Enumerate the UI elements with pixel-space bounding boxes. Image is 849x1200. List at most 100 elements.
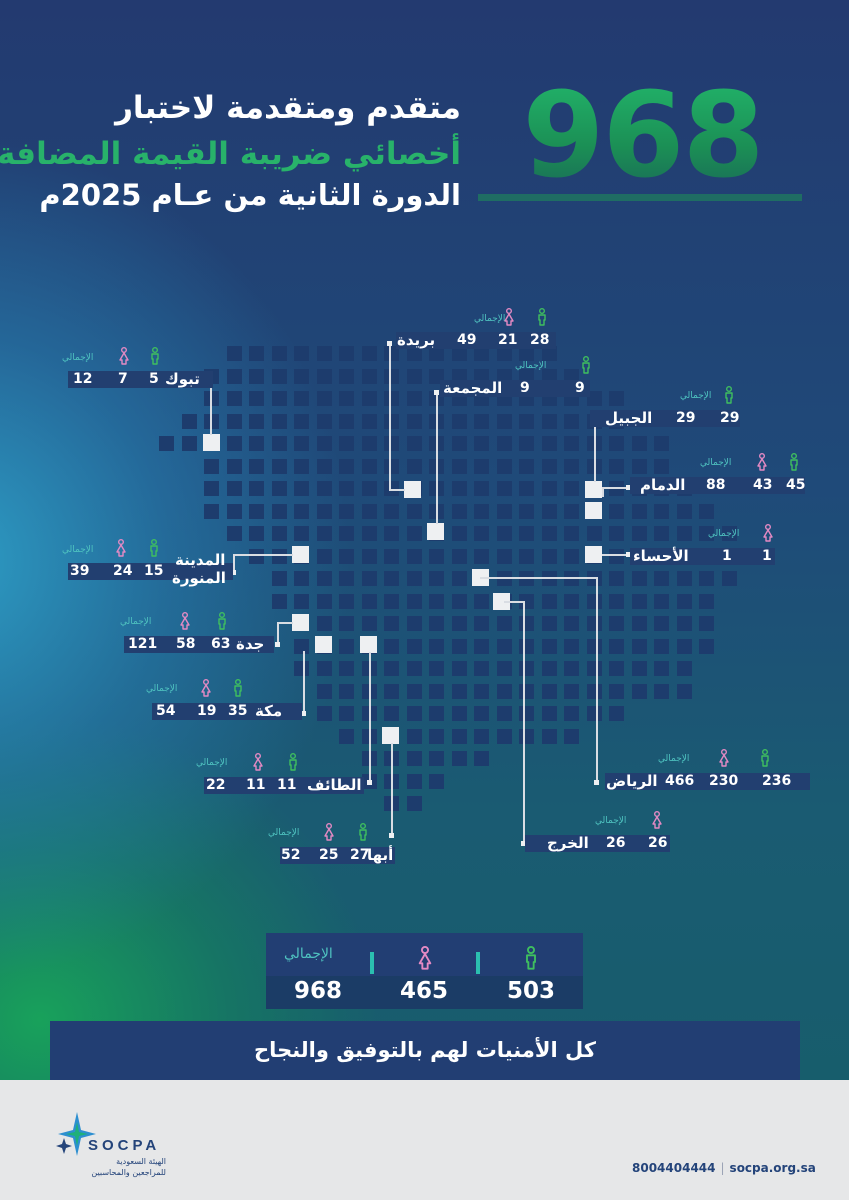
leader-line xyxy=(233,554,235,572)
map-cell xyxy=(384,683,399,699)
map-cell xyxy=(609,661,624,676)
phone-number[interactable]: 8004404444 xyxy=(632,1161,716,1175)
map-cell xyxy=(294,616,309,631)
map-cell xyxy=(406,728,422,744)
total-count: 466 xyxy=(665,773,695,789)
map-cell xyxy=(271,526,287,541)
male-count: 236 xyxy=(762,773,792,789)
map-cell xyxy=(496,413,512,429)
totals-female-value: 465 xyxy=(399,978,448,1004)
map-cell xyxy=(519,526,534,541)
title-line-1: متقدم ومتقدمة لاختبار xyxy=(115,90,461,126)
total-label: الإجمالي xyxy=(658,754,690,764)
city-name: الطائف xyxy=(307,776,362,794)
map-cell xyxy=(429,593,444,609)
city-row-bg xyxy=(590,410,740,427)
map-cell xyxy=(226,503,242,519)
map-cell xyxy=(496,706,512,721)
map-cell xyxy=(609,481,624,496)
map-cell xyxy=(429,616,444,631)
male-count: 35 xyxy=(228,703,248,719)
map-cell xyxy=(406,751,422,766)
female-person-icon xyxy=(418,946,432,970)
map-cell xyxy=(384,616,399,631)
map-cell xyxy=(519,413,534,429)
map-cell xyxy=(339,616,354,631)
map-cell xyxy=(631,571,647,586)
map-cell xyxy=(564,728,579,744)
map-cell xyxy=(541,728,557,744)
city-row-bg xyxy=(280,847,395,864)
map-cell xyxy=(631,458,647,474)
total-count: 39 xyxy=(70,563,90,579)
map-cell xyxy=(384,548,399,564)
totals-divider xyxy=(370,952,374,974)
total-label: الإجمالي xyxy=(595,816,627,826)
map-cell xyxy=(496,436,512,451)
map-cell xyxy=(631,683,647,699)
map-cell xyxy=(316,571,332,586)
map-cell xyxy=(496,661,512,676)
map-cell xyxy=(429,548,444,564)
map-cell xyxy=(316,706,332,721)
map-cell xyxy=(226,413,242,429)
city-name: أبها xyxy=(367,846,394,864)
map-cell xyxy=(429,458,444,474)
map-cell xyxy=(496,481,512,496)
map-cell xyxy=(496,458,512,474)
map-cell xyxy=(204,391,219,406)
map-cell xyxy=(226,368,242,384)
map-cell xyxy=(496,728,512,744)
map-cell xyxy=(654,616,669,631)
map-cell xyxy=(226,346,242,361)
totals-total-value: 968 xyxy=(293,978,342,1004)
map-cell xyxy=(361,481,377,496)
map-cell xyxy=(451,593,467,609)
map-cell xyxy=(361,638,377,654)
male-count: 29 xyxy=(720,410,740,426)
map-cell xyxy=(586,593,602,609)
map-cell xyxy=(271,413,287,429)
map-cell xyxy=(564,593,579,609)
map-cell xyxy=(384,773,399,789)
leader-line xyxy=(389,489,405,491)
map-cell xyxy=(474,728,489,744)
city-marker xyxy=(472,569,489,586)
map-cell xyxy=(316,346,332,361)
map-cell xyxy=(316,683,332,699)
city-name: الجبيل xyxy=(605,409,653,427)
map-cell xyxy=(496,548,512,564)
map-cell xyxy=(496,638,512,654)
map-cell xyxy=(406,661,422,676)
website-link[interactable]: socpa.org.sa xyxy=(729,1161,816,1175)
leader-line xyxy=(369,652,371,782)
wishes-text: كل الأمنيات لهم بالتوفيق والنجاح xyxy=(254,1038,596,1062)
map-cell xyxy=(609,458,624,474)
map-cell xyxy=(586,706,602,721)
male-person-icon xyxy=(725,386,733,404)
map-cell xyxy=(451,661,467,676)
map-cell xyxy=(519,458,534,474)
city-row-bg xyxy=(396,332,556,349)
map-cell xyxy=(339,638,354,654)
city-marker xyxy=(382,727,399,744)
map-cell xyxy=(474,683,489,699)
map-cell xyxy=(564,706,579,721)
map-cell xyxy=(339,481,354,496)
male-count: 5 xyxy=(149,371,159,387)
map-cell xyxy=(429,503,444,519)
city-marker xyxy=(360,636,377,653)
map-cell xyxy=(496,616,512,631)
city-row-bg xyxy=(152,703,302,720)
leader-line xyxy=(523,601,525,843)
map-cell xyxy=(631,661,647,676)
city-marker xyxy=(404,481,421,498)
map-cell xyxy=(361,548,377,564)
map-cell xyxy=(474,661,489,676)
male-person-icon xyxy=(761,749,769,767)
map-cell xyxy=(361,751,377,766)
total-label: الإجمالي xyxy=(120,617,152,627)
map-cell xyxy=(474,458,489,474)
map-cell xyxy=(631,503,647,519)
logo-arabic-line-1: الهيئة السعودية xyxy=(116,1157,166,1166)
